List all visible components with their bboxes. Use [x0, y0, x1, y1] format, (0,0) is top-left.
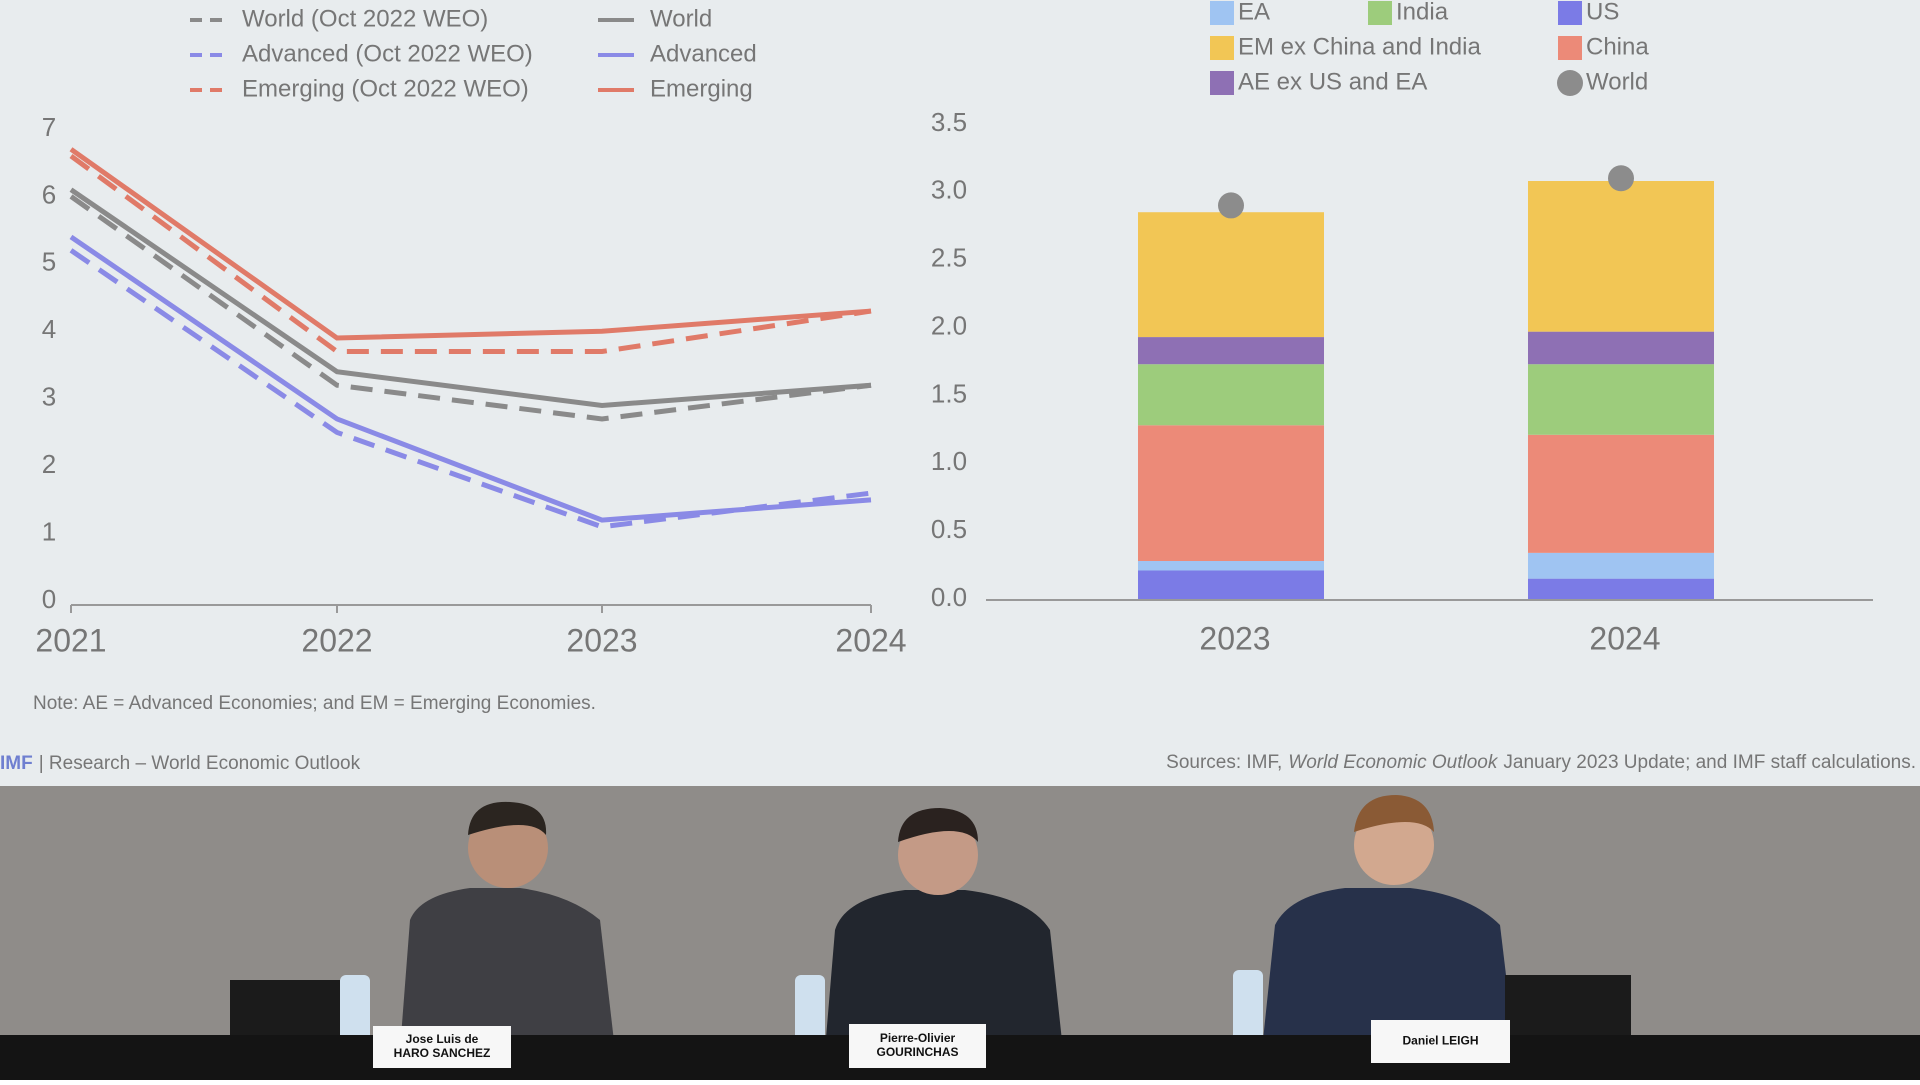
bar-segment [1528, 434, 1714, 553]
y-tick-label: 2 [42, 449, 56, 479]
legend-swatch [1210, 71, 1234, 95]
line-series [69, 187, 872, 408]
legend-swatch [1557, 70, 1583, 96]
footer-left: IMF | Research – World Economic Outlook [0, 753, 361, 774]
name-card-text: GOURINCHAS [876, 1045, 958, 1059]
name-card [373, 1026, 511, 1068]
bar-segment [1138, 212, 1324, 338]
bar-segment [1528, 552, 1714, 579]
y-tick-label: 3.5 [931, 107, 967, 137]
legend-label: Emerging (Oct 2022 WEO) [242, 75, 529, 102]
y-tick-label: 1.5 [931, 378, 967, 408]
bar-segment [1528, 578, 1714, 599]
x-tick-label: 2024 [1589, 620, 1660, 656]
legend-label: World [650, 5, 712, 32]
legend-label: India [1396, 0, 1449, 25]
name-card-text: Pierre-Olivier [880, 1031, 956, 1045]
legend-label: World (Oct 2022 WEO) [242, 5, 488, 32]
hair [898, 808, 978, 842]
y-tick-label: 0.5 [931, 514, 967, 544]
y-tick-label: 0.0 [931, 582, 967, 612]
legend-label: World [1586, 68, 1648, 95]
y-tick-label: 6 [42, 179, 56, 209]
y-tick-label: 4 [42, 314, 56, 344]
sources: Sources: IMF, World Economic Outlook Janua… [1166, 752, 1916, 773]
hair [468, 801, 547, 835]
y-tick-label: 7 [42, 112, 56, 142]
legend-label: EM ex China and India [1238, 33, 1481, 60]
legend-swatch [1558, 36, 1582, 60]
y-tick-label: 0 [42, 584, 56, 614]
legend-swatch [1210, 1, 1234, 25]
y-tick-label: 5 [42, 247, 56, 277]
legend-swatch [1558, 1, 1582, 25]
note: Note: AE = Advanced Economies; and EM = … [33, 693, 596, 714]
bar-segment [1138, 561, 1324, 571]
line-series [69, 147, 872, 341]
panelists [230, 795, 1631, 1065]
legend-swatch [1368, 1, 1392, 25]
suit [400, 888, 615, 1050]
y-tick-label: 1.0 [931, 446, 967, 476]
sources-part: World Economic Outlook [1288, 752, 1499, 773]
bar-segment [1528, 331, 1714, 365]
suit [1262, 888, 1515, 1050]
line-series [69, 248, 872, 530]
legend-label: Advanced (Oct 2022 WEO) [242, 40, 533, 67]
y-tick-label: 2.0 [931, 310, 967, 340]
brand: IMF [0, 753, 33, 774]
world-dot [1608, 165, 1634, 192]
hair [1354, 795, 1434, 832]
legend-label: China [1586, 33, 1649, 60]
legend-swatch [1210, 36, 1234, 60]
name-card [849, 1024, 986, 1068]
y-tick-label: 1 [42, 516, 56, 546]
x-tick-label: 2024 [835, 622, 906, 658]
line-series [69, 234, 872, 523]
name-card [1371, 1020, 1510, 1063]
sources-part: Sources: IMF, [1166, 752, 1282, 773]
legend-label: Emerging [650, 75, 753, 102]
x-tick-label: 2023 [566, 622, 637, 658]
x-tick-label: 2023 [1199, 620, 1270, 656]
legend-label: AE ex US and EA [1238, 68, 1427, 95]
line-series [69, 153, 872, 355]
x-tick-label: 2021 [35, 622, 106, 658]
legend-label: Advanced [650, 40, 757, 67]
name-card-text: Jose Luis de [406, 1032, 479, 1046]
y-tick-label: 3 [42, 382, 56, 412]
legend-label: US [1586, 0, 1619, 25]
y-tick-label: 2.5 [931, 243, 967, 273]
legend-label: EA [1238, 0, 1270, 25]
charts: 0 1 2 3 4 5 6 7 2021 2022 2023 2024 World (Oct 2022 … [0, 0, 1916, 774]
name-card-text: HARO SANCHEZ [394, 1046, 491, 1060]
bar-segment [1138, 364, 1324, 426]
x-tick-label: 2022 [301, 622, 372, 658]
bar-segment [1138, 425, 1324, 561]
y-tick-label: 3.0 [931, 175, 967, 205]
bar-segment [1528, 181, 1714, 332]
name-card-text: Daniel LEIGH [1402, 1034, 1478, 1048]
suit [825, 890, 1063, 1050]
world-dot [1218, 192, 1244, 219]
bar-segment [1138, 337, 1324, 365]
section: | Research – World Economic Outlook [39, 753, 361, 774]
bar-segment [1528, 364, 1714, 435]
sources-part: January 2023 Update; and IMF staff calcu… [1503, 752, 1916, 773]
line-series [69, 194, 872, 422]
bar-segment [1138, 570, 1324, 599]
